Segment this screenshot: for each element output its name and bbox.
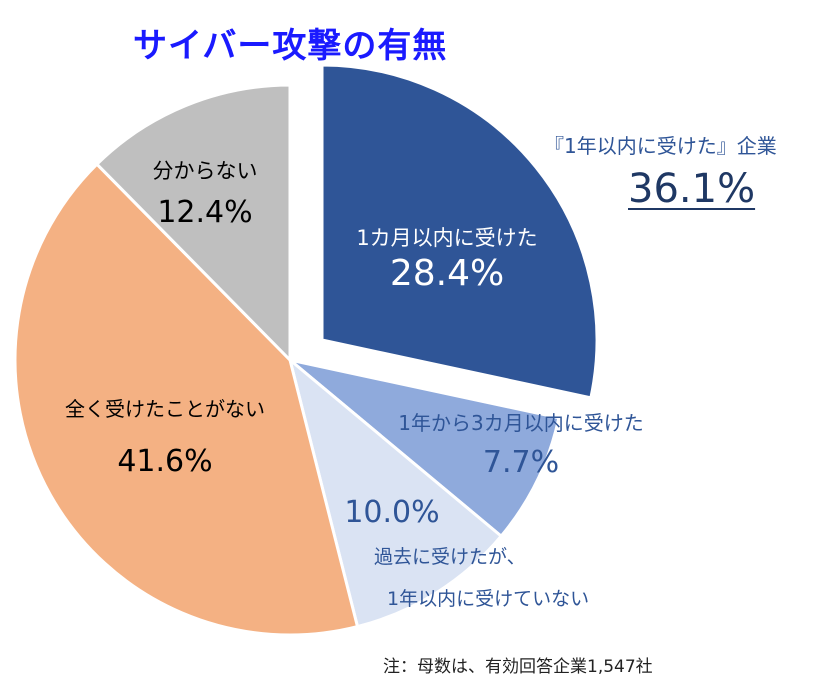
slice-label-4: 全く受けたことがない [65,397,265,421]
footnote: 注：母数は、有効回答企業1,547社 [383,657,653,677]
slice-label-3-line-1: 過去に受けたが、 [374,546,526,568]
slice-value-1: 28.4% [390,253,504,294]
slice-value-5: 12.4% [157,195,252,230]
pie-slice-2 [289,358,561,539]
slice-label-2: 1年から3カ月以内に受けた [398,411,643,435]
pie-slice-4 [13,162,360,637]
pie-slice-5 [94,83,292,364]
slice-label-5: 分からない [153,159,258,183]
slice-value-3: 10.0% [344,495,439,530]
slice-label-3-line-2: 1年以内に受けていない [387,588,589,610]
pie-slice-3 [287,355,504,629]
slice-value-2: 7.7% [483,445,559,480]
callout-label: 『1年以内に受けた』企業 [544,134,777,158]
slice-label-1: 1カ月以内に受けた [356,226,537,250]
callout-value: 36.1% [628,166,756,212]
pie-slice-1 [320,63,599,400]
slice-value-4: 41.6% [117,444,212,479]
chart-title: サイバー攻撃の有無 [133,26,448,66]
